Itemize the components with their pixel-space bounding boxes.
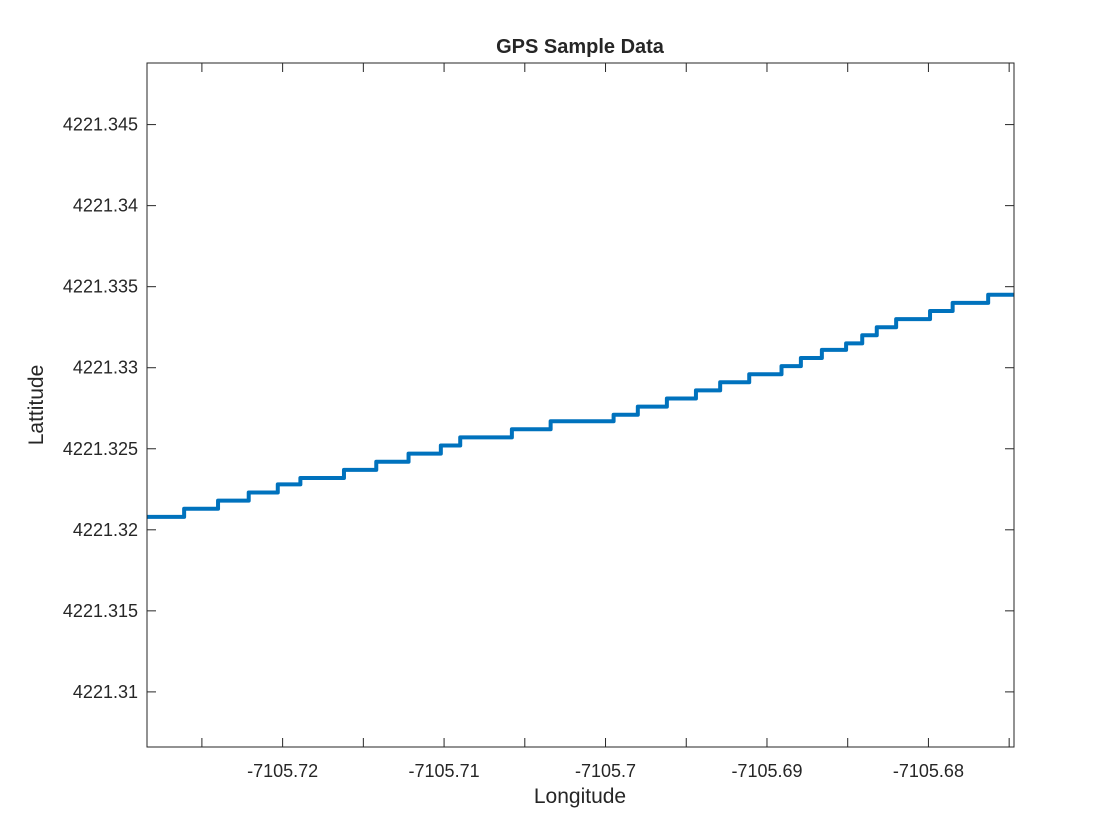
axis-ticks xyxy=(147,63,1014,747)
chart-title: GPS Sample Data xyxy=(496,36,665,58)
y-tick-label: 4221.31 xyxy=(73,682,138,702)
y-tick-label: 4221.32 xyxy=(73,520,138,540)
x-tick-label: -7105.69 xyxy=(731,761,802,781)
plot-area xyxy=(147,63,1014,747)
tick-labels: -7105.72 -7105.71 -7105.7 -7105.69 -7105.68 4… xyxy=(63,115,964,781)
x-tick-label: -7105.68 xyxy=(893,761,964,781)
x-tick-label: -7105.7 xyxy=(575,761,636,781)
y-axis-label: Lattitude xyxy=(25,365,48,446)
y-tick-label: 4221.34 xyxy=(73,196,138,216)
axes-box xyxy=(146,62,1015,748)
y-tick-label: 4221.325 xyxy=(63,439,138,459)
x-tick-label: -7105.71 xyxy=(409,761,480,781)
series-layer xyxy=(147,292,1014,519)
x-axis-label: Longitude xyxy=(534,785,626,808)
y-tick-label: 4221.315 xyxy=(63,601,138,621)
x-tick-label: -7105.72 xyxy=(247,761,318,781)
y-tick-label: 4221.33 xyxy=(73,358,138,378)
series-line xyxy=(147,292,1014,519)
y-tick-label: 4221.345 xyxy=(63,115,138,135)
y-tick-label: 4221.335 xyxy=(63,277,138,297)
